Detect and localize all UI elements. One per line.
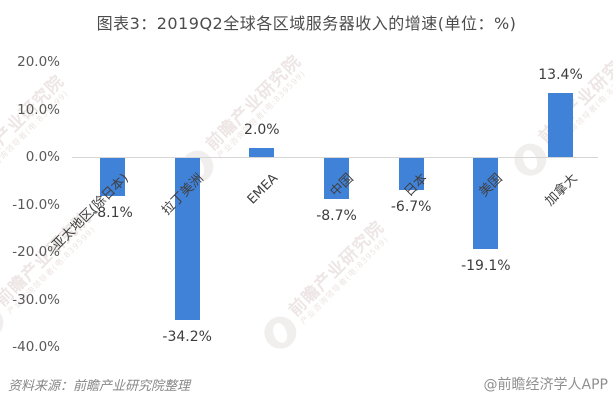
watermark-sub-text: 产业咨询领导者(电:839599) xyxy=(215,68,308,161)
y-tick-label: -10.0% xyxy=(12,196,60,213)
watermark-brand-text: 前瞻产业研究院 xyxy=(285,217,389,321)
y-tick-label: -30.0% xyxy=(12,291,60,308)
y-tick-label: -40.0% xyxy=(12,339,60,355)
bar-4 xyxy=(324,158,349,200)
y-tick-label: 10.0% xyxy=(17,101,60,118)
bar-3 xyxy=(249,147,275,157)
bar-value-label: 2.0% xyxy=(244,121,280,138)
zero-axis-line xyxy=(72,157,598,158)
y-tick-label: 20.0% xyxy=(17,54,60,70)
bar-5 xyxy=(398,158,424,190)
bar-1 xyxy=(100,158,125,197)
watermark-sub-text: 产业咨询领导者(电:839599) xyxy=(298,234,391,327)
qianzhan-logo-icon xyxy=(257,310,303,356)
watermark-brand-text: 前瞻产业研究院 xyxy=(202,51,306,155)
bar-2 xyxy=(174,158,200,321)
qianzhan-logo-icon xyxy=(507,137,553,183)
bar-6 xyxy=(473,158,499,249)
category-label: EMEA xyxy=(245,171,282,208)
brand-watermark: 前瞻产业研究院 产业咨询领导者(电:839599) xyxy=(0,207,103,346)
bar-value-label: -6.7% xyxy=(390,198,432,215)
bar-value-label: -19.1% xyxy=(461,257,511,274)
bar-value-label: -8.1% xyxy=(92,205,133,222)
watermark-sub-text: 产业咨询领导者(电:839599) xyxy=(0,88,71,181)
y-tick-label: -20.0% xyxy=(12,244,60,260)
category-label: 加拿大 xyxy=(541,171,581,210)
bar-value-label: 13.4% xyxy=(538,67,583,84)
y-tick-label: 0.0% xyxy=(25,149,60,165)
brand-watermark: 前瞻产业研究院 产业咨询领导者(电:839599) xyxy=(0,71,76,210)
chart-title: 图表3：2019Q2全球各区域服务器收入的增速(单位：%) xyxy=(96,14,517,33)
bar-7 xyxy=(548,93,574,157)
qianzhan-logo-icon xyxy=(0,300,10,346)
bar-value-label: -34.2% xyxy=(162,329,212,346)
source-note: 资料来源：前瞻产业研究院整理 xyxy=(8,379,191,394)
credit-note: @前瞻经济学人APP xyxy=(483,377,608,393)
brand-watermark: 前瞻产业研究院 产业咨询领导者(电:839599) xyxy=(257,217,397,356)
bar-value-label: -8.7% xyxy=(316,208,357,225)
